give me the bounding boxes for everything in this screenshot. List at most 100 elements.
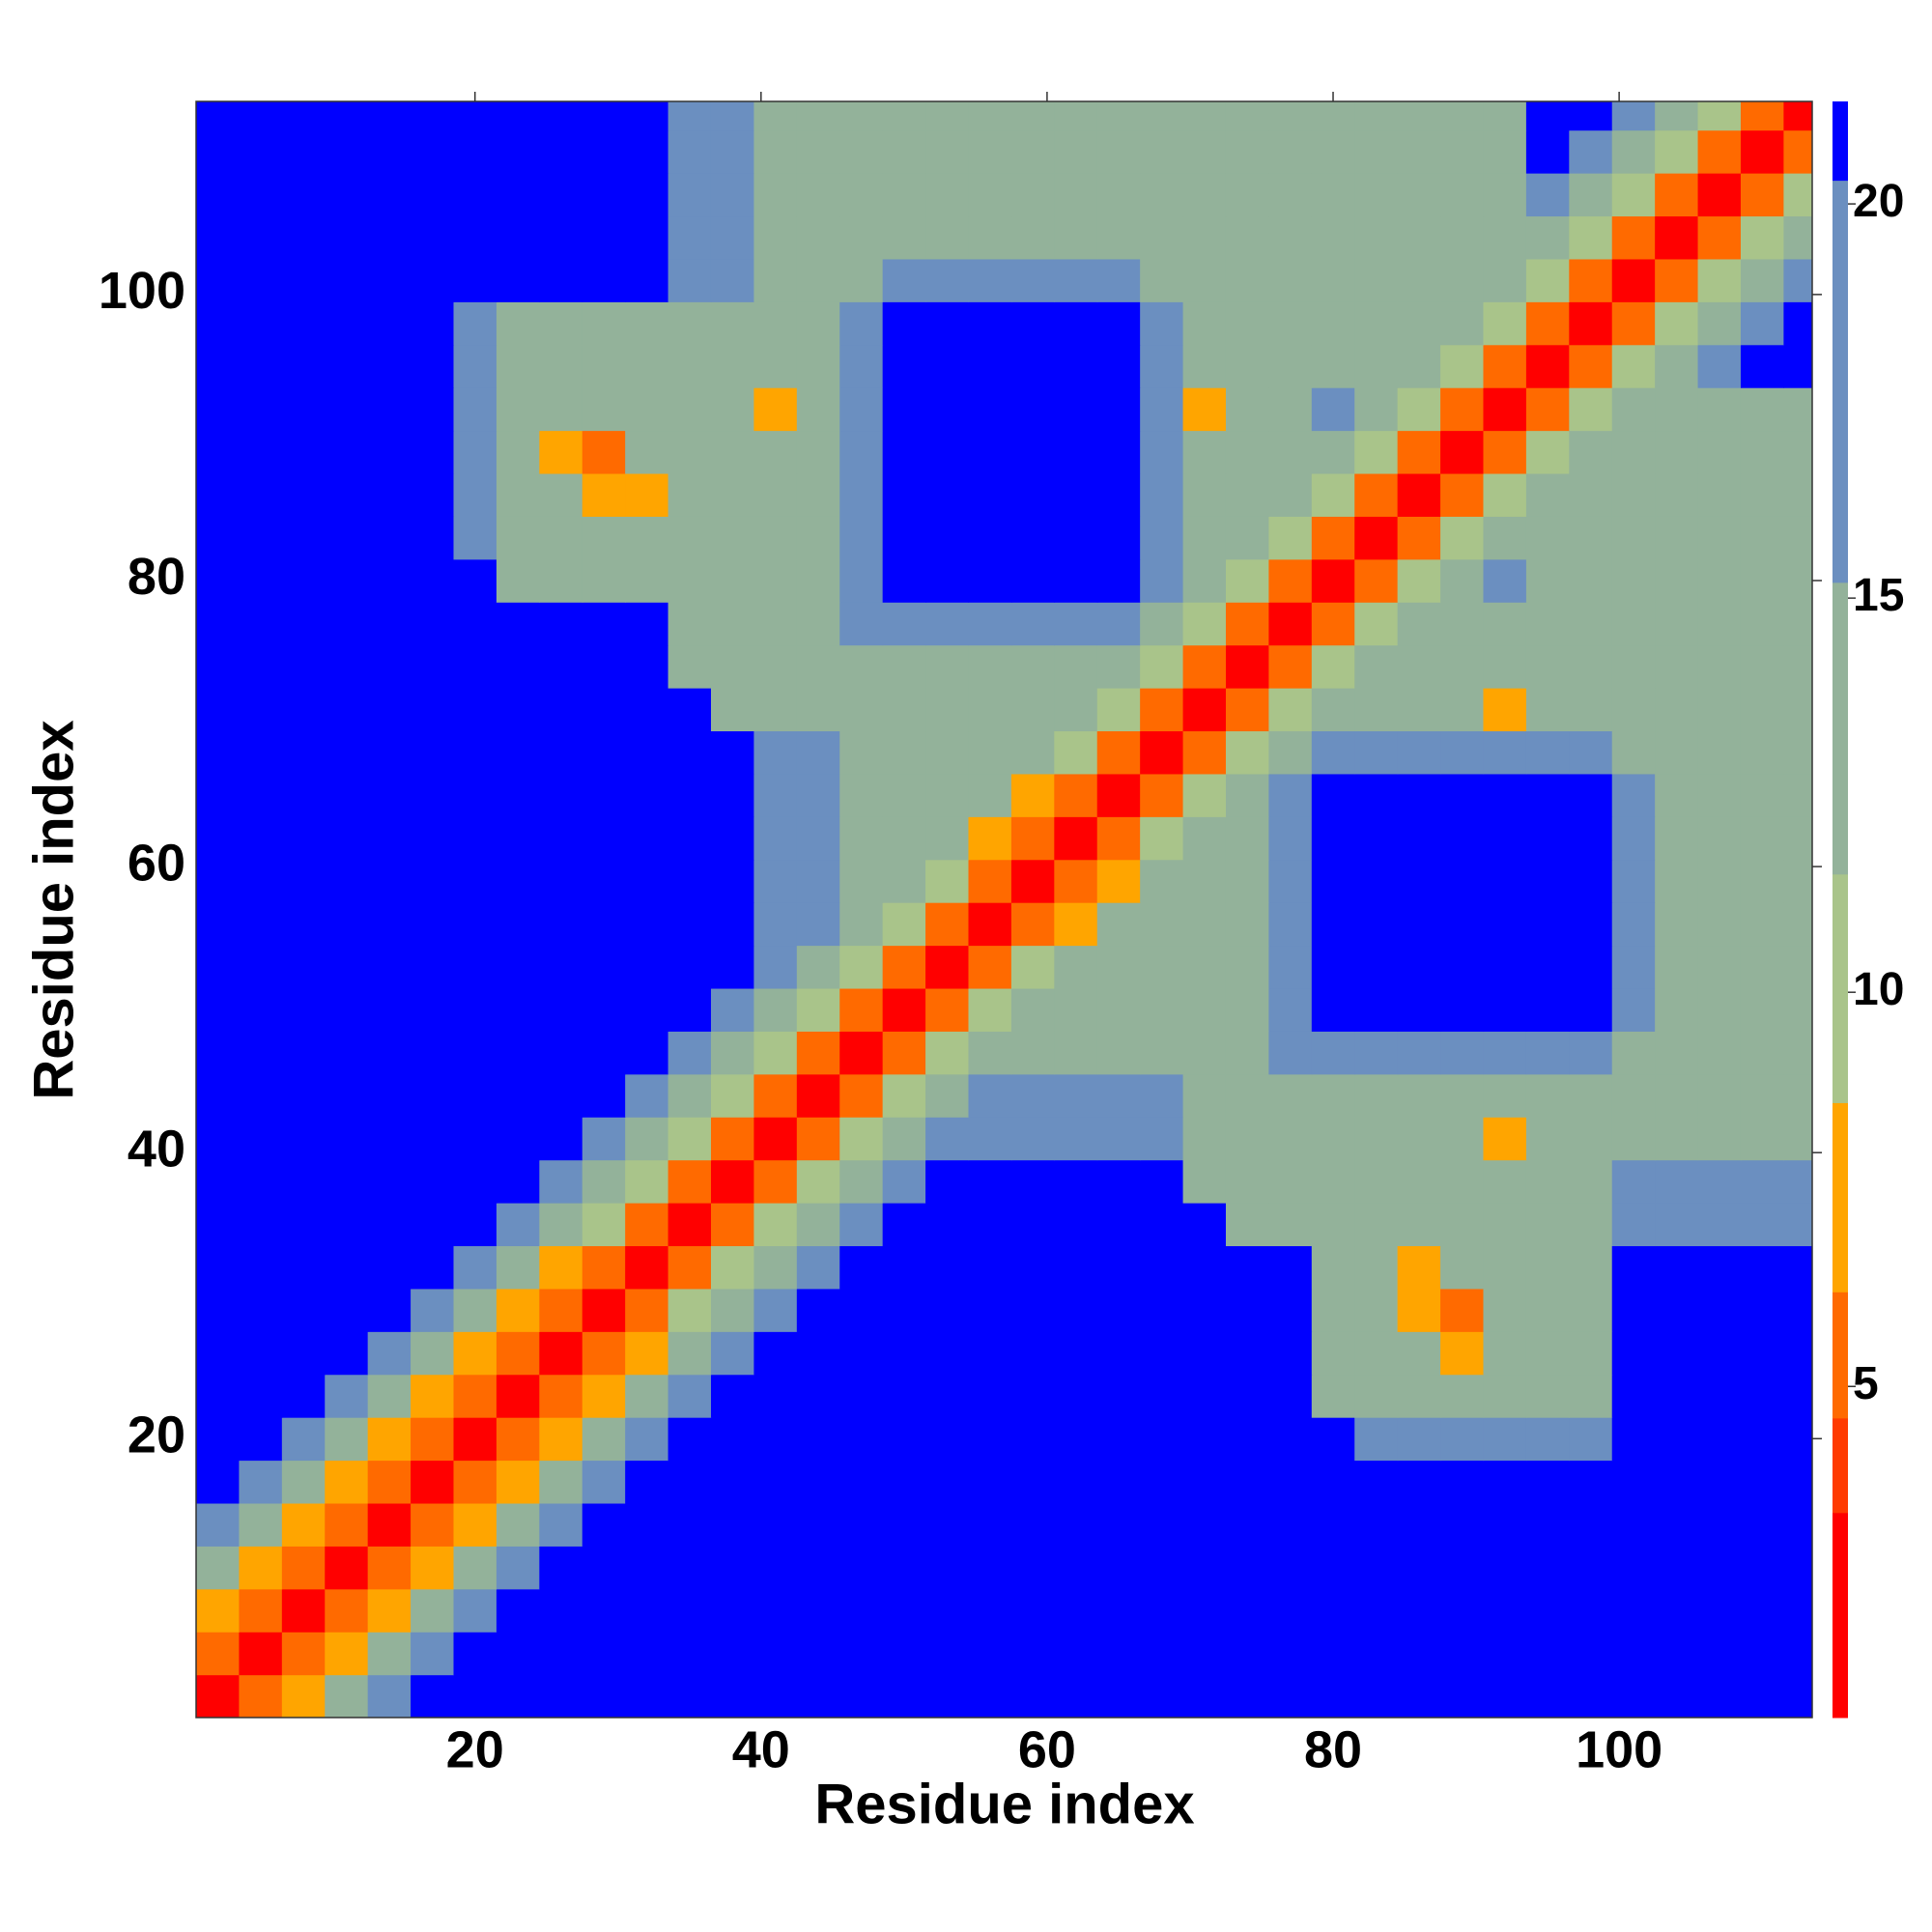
heatmap-cell	[325, 101, 369, 131]
heatmap-cell	[882, 1502, 926, 1547]
heatmap-cell	[1483, 301, 1527, 346]
heatmap-cell	[411, 129, 455, 174]
heatmap-cell	[710, 773, 755, 817]
heatmap-cell	[1225, 1245, 1269, 1290]
heatmap-cell	[239, 1460, 283, 1504]
heatmap-cell	[668, 215, 712, 260]
heatmap-cell	[1783, 215, 1812, 260]
heatmap-cell	[839, 1159, 884, 1204]
heatmap-cell	[582, 1073, 626, 1118]
heatmap-cell	[1225, 258, 1269, 302]
heatmap-cell	[539, 215, 583, 260]
heatmap-cell	[882, 258, 926, 302]
heatmap-cell	[1140, 101, 1184, 131]
heatmap-cell	[668, 1073, 712, 1118]
heatmap-cell	[1354, 1288, 1399, 1332]
heatmap-cell	[668, 387, 712, 432]
heatmap-cell	[1354, 301, 1399, 346]
heatmap-cell	[625, 1117, 669, 1161]
heatmap-cell	[1225, 1288, 1269, 1332]
heatmap-cell	[1740, 1546, 1784, 1590]
heatmap-cell	[411, 902, 455, 947]
heatmap-cell	[539, 1546, 583, 1590]
heatmap-cell	[281, 1674, 326, 1718]
heatmap-cell	[325, 472, 369, 517]
heatmap-cell	[582, 945, 626, 989]
heatmap-cell	[1697, 1331, 1742, 1376]
heatmap-cell	[625, 1159, 669, 1204]
heatmap-cell	[453, 1588, 497, 1633]
heatmap-cell	[325, 129, 369, 174]
heatmap-cell	[710, 387, 755, 432]
heatmap-cell	[1096, 1245, 1141, 1290]
heatmap-cell	[1740, 173, 1784, 217]
heatmap-cell	[1440, 516, 1485, 560]
heatmap-cell	[1010, 1588, 1055, 1633]
heatmap-cell	[1611, 516, 1656, 560]
heatmap-cell	[239, 1546, 283, 1590]
heatmap-cell	[1311, 215, 1355, 260]
heatmap-cell	[1140, 1073, 1184, 1118]
heatmap-cell	[968, 902, 1012, 947]
heatmap-cell	[668, 344, 712, 388]
heatmap-cell	[1140, 430, 1184, 474]
heatmap-cell	[582, 644, 626, 689]
heatmap-cell	[710, 258, 755, 302]
heatmap-cell	[968, 301, 1012, 346]
heatmap-cell	[1483, 816, 1527, 861]
heatmap-cell	[1397, 1546, 1441, 1590]
heatmap-cell	[1311, 558, 1355, 603]
heatmap-cell	[1397, 1073, 1441, 1118]
heatmap-cell	[1525, 1159, 1570, 1204]
heatmap-cell	[1354, 816, 1399, 861]
heatmap-cell	[453, 215, 497, 260]
heatmap-cell	[1268, 301, 1313, 346]
heatmap-cell	[1354, 516, 1399, 560]
heatmap-cell	[1440, 1073, 1485, 1118]
heatmap-cell	[453, 730, 497, 775]
heatmap-cell	[1783, 173, 1812, 217]
heatmap-cell	[882, 1588, 926, 1633]
heatmap-cell	[1268, 101, 1313, 131]
heatmap-cell	[196, 1417, 241, 1462]
heatmap-cell	[281, 816, 326, 861]
heatmap-cell	[1182, 1159, 1227, 1204]
heatmap-cell	[1440, 1460, 1485, 1504]
heatmap-cell	[1096, 516, 1141, 560]
heatmap-cell	[1054, 301, 1098, 346]
heatmap-cell	[882, 1417, 926, 1462]
heatmap-cell	[1268, 558, 1313, 603]
heatmap-cell	[1225, 1203, 1269, 1247]
heatmap-cell	[1182, 1288, 1227, 1332]
heatmap-cell	[453, 1073, 497, 1118]
heatmap-cell	[753, 1245, 798, 1290]
heatmap-cell	[1440, 688, 1485, 732]
heatmap-cell	[1268, 1245, 1313, 1290]
heatmap-cell	[1010, 816, 1055, 861]
heatmap-cell	[367, 1031, 412, 1075]
heatmap-cell	[796, 1546, 840, 1590]
heatmap-cell	[1569, 1674, 1613, 1718]
x-tick-label: 100	[1576, 1720, 1662, 1778]
heatmap-cell	[710, 1417, 755, 1462]
heatmap-cell	[1354, 387, 1399, 432]
heatmap-cell	[1740, 1117, 1784, 1161]
heatmap-cell	[325, 816, 369, 861]
heatmap-cell	[1397, 129, 1441, 174]
heatmap-cell	[411, 1203, 455, 1247]
heatmap-cell	[1010, 1031, 1055, 1075]
heatmap-cell	[925, 1546, 970, 1590]
heatmap-cell	[1010, 1331, 1055, 1376]
heatmap-cell	[539, 258, 583, 302]
heatmap-cell	[1054, 730, 1098, 775]
heatmap-cell	[1096, 1632, 1141, 1676]
heatmap-cell	[1397, 602, 1441, 646]
heatmap-cell	[281, 1374, 326, 1418]
heatmap-cell	[1182, 773, 1227, 817]
heatmap-cell	[1182, 816, 1227, 861]
heatmap-cell	[582, 1117, 626, 1161]
heatmap-cell	[1783, 730, 1812, 775]
heatmap-cell	[925, 173, 970, 217]
heatmap-cell	[1740, 1159, 1784, 1204]
heatmap-cell	[281, 987, 326, 1032]
